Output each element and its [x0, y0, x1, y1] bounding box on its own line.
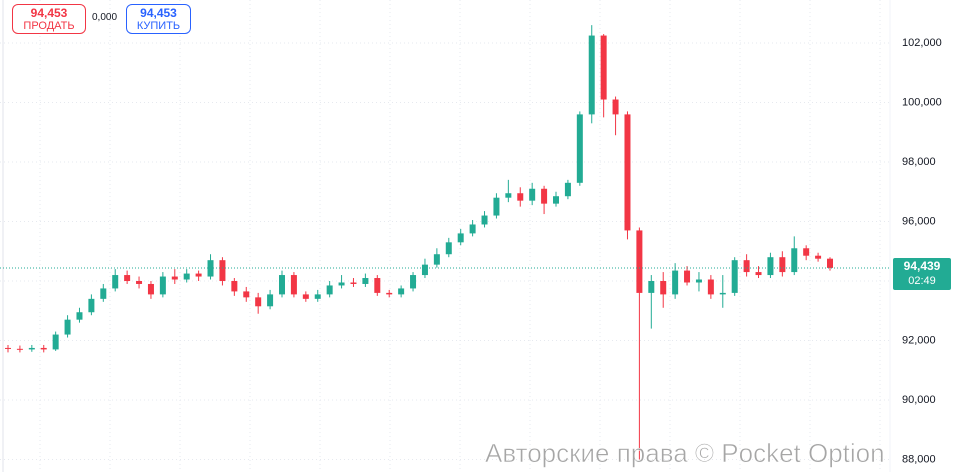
candle-body [267, 294, 274, 307]
candle-body [279, 275, 285, 295]
candle-body [88, 298, 95, 313]
candle-body [695, 279, 702, 283]
candle-body [767, 257, 774, 276]
candle-body [40, 347, 47, 350]
candle-body [159, 276, 166, 295]
last-price-label: 94,439 [904, 259, 941, 273]
candle-body [707, 279, 714, 295]
candle-body [469, 224, 476, 234]
candle-body [529, 188, 536, 201]
candle-body [302, 294, 309, 299]
sell-label: ПРОДАТЬ [23, 20, 75, 32]
candle-body [684, 270, 691, 283]
candle-body [52, 334, 59, 350]
candle-body [517, 193, 524, 201]
candle-body [28, 347, 35, 350]
candle-body [219, 260, 226, 281]
candle-body [243, 291, 250, 298]
timer-label: 02:49 [908, 275, 936, 287]
candle-body [100, 288, 107, 299]
candle-body [64, 319, 71, 335]
candle-body [350, 282, 357, 284]
candle-body [564, 182, 571, 197]
watermark: Авторские права © Pocket Option [485, 438, 885, 469]
candle-body [5, 347, 11, 349]
candle-body [76, 312, 83, 320]
last-price-box [893, 257, 951, 290]
candle-body [314, 294, 321, 299]
buy-button[interactable]: 94,453 КУПИТЬ [126, 4, 191, 34]
candle-body [195, 273, 202, 277]
candle-body [255, 297, 262, 307]
candle-body [827, 258, 833, 268]
buy-label: КУПИТЬ [136, 20, 181, 32]
candle-body [493, 197, 500, 216]
candle-body [672, 270, 679, 295]
y-tick-label: 98,000 [902, 156, 936, 168]
candle-body [147, 283, 154, 295]
candle-body [588, 35, 595, 115]
y-tick-label: 92,000 [902, 334, 936, 346]
candle-body [410, 275, 417, 289]
candle-body [553, 196, 559, 204]
candle-body [231, 280, 238, 292]
candle-body [124, 275, 131, 281]
candle-body [433, 254, 440, 265]
candle-body [600, 35, 607, 100]
candle-body [445, 242, 452, 255]
candle-body [719, 292, 726, 295]
candle-body [755, 272, 762, 276]
candle-body [457, 233, 464, 243]
candle-body [374, 278, 381, 293]
candle-body [386, 292, 393, 295]
candle-body [481, 215, 488, 225]
candle-body [171, 276, 178, 280]
candle-body [362, 278, 369, 284]
candle-body [338, 282, 345, 286]
sell-price: 94,453 [30, 6, 68, 20]
candle-body [779, 257, 786, 273]
candle-body [398, 288, 405, 295]
candle-body [624, 114, 631, 231]
candle-body [183, 273, 190, 280]
candle-body [136, 280, 143, 284]
spread: 0,000 [92, 12, 118, 23]
y-tick-label: 96,000 [902, 215, 936, 227]
y-tick-label: 90,000 [902, 394, 936, 406]
candle-body [731, 260, 738, 293]
candle-body [576, 114, 583, 183]
candle-body [803, 248, 810, 256]
candle-body [16, 348, 23, 350]
candle-body [815, 255, 822, 259]
candle-body [612, 99, 619, 115]
candle-body [791, 248, 798, 273]
buy-price: 94,453 [140, 6, 177, 20]
candle-body [541, 188, 548, 204]
y-tick-label: 100,000 [902, 96, 942, 108]
sell-button[interactable]: 94,453 ПРОДАТЬ [12, 4, 86, 34]
candle-body [660, 280, 667, 295]
candle-body [290, 275, 297, 295]
candle-body [648, 280, 655, 293]
candle-body [505, 193, 512, 198]
candle-body [421, 264, 428, 276]
candle-body [326, 285, 333, 295]
candle-body [743, 260, 750, 273]
candle-body [636, 230, 643, 293]
y-tick-label: 102,000 [902, 37, 942, 49]
candle-body [112, 275, 119, 289]
y-tick-label: 88,000 [902, 453, 936, 465]
